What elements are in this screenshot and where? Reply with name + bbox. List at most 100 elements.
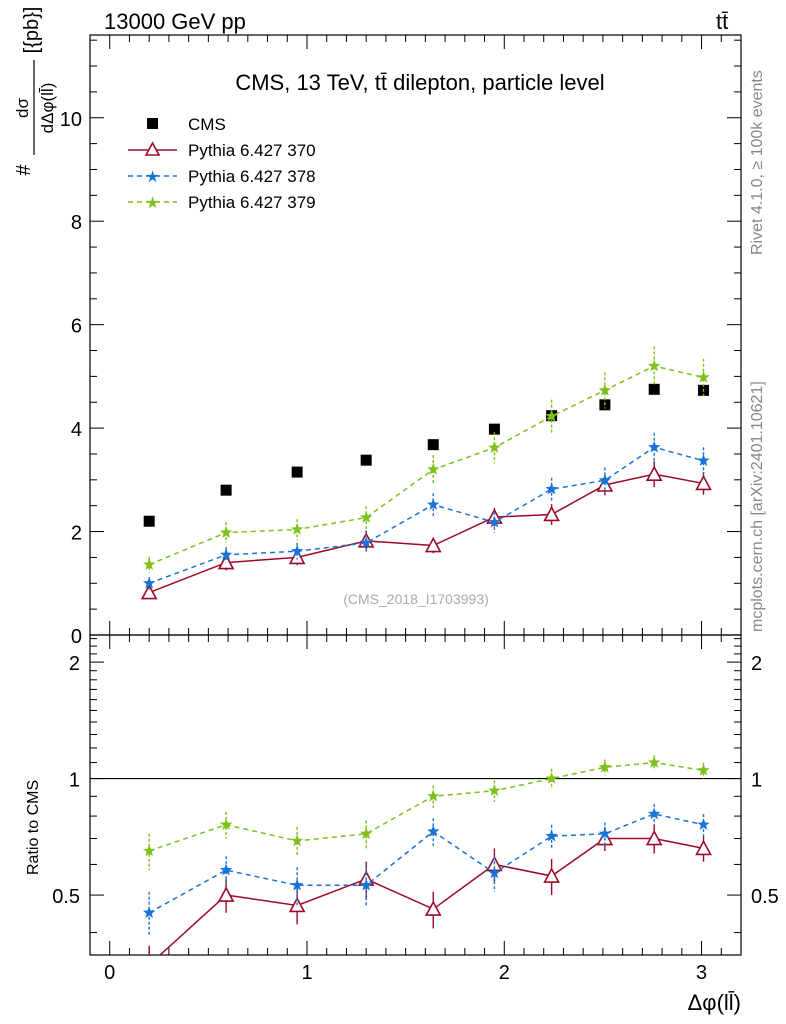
header-left: 13000 GeV pp xyxy=(104,9,246,34)
ratio-ytick-label: 0.5 xyxy=(52,886,80,908)
ratio-point-p378 xyxy=(598,827,612,840)
ratio-series-p378 xyxy=(143,803,710,937)
main-series-cms xyxy=(143,383,710,527)
main-point-p378 xyxy=(598,473,612,486)
ratio-point-p370 xyxy=(217,886,235,902)
main-point-p378 xyxy=(648,440,661,453)
ylabel-unit: [{pb}] xyxy=(21,7,43,54)
ratio-point-p370 xyxy=(543,867,560,883)
main-ytick-label: 10 xyxy=(60,109,82,131)
main-line-p379 xyxy=(148,365,704,566)
legend-entry-p378: ★ Pythia 6.427 378 xyxy=(128,167,316,186)
main-point-p379 xyxy=(598,383,612,396)
ratio-series-p370 xyxy=(148,824,712,955)
main-point-cms xyxy=(648,383,660,395)
xtick-label: 0 xyxy=(104,962,115,984)
main-point-p370 xyxy=(424,536,442,553)
ratio-point-p370 xyxy=(695,839,712,856)
ratio-line-p379 xyxy=(148,761,704,852)
ratio-series-group xyxy=(143,755,712,955)
main-point-p379 xyxy=(290,522,304,535)
legend-label-cms: CMS xyxy=(188,115,226,134)
legend-label-p370: Pythia 6.427 370 xyxy=(188,141,316,160)
main-point-p379 xyxy=(427,462,440,475)
main-ytick-label: 8 xyxy=(71,212,82,234)
main-point-p370 xyxy=(645,465,663,481)
main-series-p379 xyxy=(143,346,710,573)
ratio-point-p378 xyxy=(545,829,558,842)
ratio-point-p378 xyxy=(360,878,373,891)
main-point-p379 xyxy=(360,511,373,523)
main-series-p378 xyxy=(143,432,710,590)
ratio-point-p379 xyxy=(360,827,373,840)
header-right: tt̄ xyxy=(716,9,728,34)
main-point-cms xyxy=(360,454,372,466)
main-point-cms xyxy=(291,466,303,478)
ylabel-denominator: dΔφ(ll̄) xyxy=(38,83,57,134)
ratio-line-p378 xyxy=(148,813,704,914)
ratio-point-p379 xyxy=(219,818,233,830)
xtick-label: 1 xyxy=(301,962,312,984)
main-axis-ticks: 0 2 4 6 8 10 xyxy=(60,35,742,648)
ratio-point-p378 xyxy=(143,906,156,919)
ratio-ytick-label-right: 2 xyxy=(751,653,762,675)
legend-entry-p379: ★ Pythia 6.427 379 xyxy=(128,193,316,212)
main-point-p378 xyxy=(697,454,710,466)
ratio-ytick-label: 2 xyxy=(69,653,80,675)
ratio-point-p378 xyxy=(290,878,304,891)
main-line-p370 xyxy=(148,473,704,594)
main-ytick-label: 2 xyxy=(71,523,82,545)
legend-entry-p370: Pythia 6.427 370 xyxy=(128,141,316,160)
legend-marker-p378: ★ xyxy=(145,167,159,186)
main-point-p378 xyxy=(427,498,440,510)
main-point-p378 xyxy=(360,536,373,549)
ratio-point-p378 xyxy=(427,824,440,837)
legend-entry-cms: CMS xyxy=(147,115,226,134)
ratio-point-p379 xyxy=(427,789,440,802)
main-point-p370 xyxy=(288,548,306,565)
ratio-point-p378 xyxy=(697,818,710,830)
xtick-label: 2 xyxy=(499,962,510,984)
rivet-label: Rivet 4.1.0, ≥ 100k events xyxy=(749,70,766,255)
ratio-ytick-label-right: 1 xyxy=(751,770,762,792)
main-ytick-label: 4 xyxy=(71,419,82,441)
legend-marker-p379: ★ xyxy=(145,193,159,212)
main-point-cms xyxy=(427,439,439,451)
main-point-cms xyxy=(220,484,232,496)
ratio-point-p379 xyxy=(143,844,156,857)
analysis-watermark: (CMS_2018_I1703993) xyxy=(343,591,489,607)
ratio-point-p379 xyxy=(697,763,710,776)
ratio-point-p378 xyxy=(648,807,661,820)
main-ytick-label: 0 xyxy=(71,626,82,648)
legend-marker-cms xyxy=(147,118,158,129)
mcplots-label: mcplots.cern.ch [arXiv:2401.10621] xyxy=(749,381,766,632)
main-ylabel: # dσ dΔφ(ll̄) [{pb}] xyxy=(13,7,57,176)
main-point-p379 xyxy=(648,359,661,372)
main-point-p379 xyxy=(143,558,156,570)
main-point-p370 xyxy=(695,474,712,491)
main-point-p370 xyxy=(543,505,560,522)
ratio-point-p379 xyxy=(545,772,558,784)
ratio-point-p379 xyxy=(598,760,612,773)
main-line-p378 xyxy=(148,446,704,584)
ratio-point-p379 xyxy=(648,756,661,768)
main-point-p379 xyxy=(545,409,558,422)
x-axis-label: Δφ(ll̄) xyxy=(688,990,741,1015)
ylabel-numerator: dσ xyxy=(13,98,32,118)
legend: CMS Pythia 6.427 370 ★ Pythia 6.427 378 … xyxy=(128,115,316,212)
plot-title: CMS, 13 TeV, tt̄ dilepton, particle leve… xyxy=(235,70,604,95)
main-point-p378 xyxy=(143,576,156,589)
main-point-p370 xyxy=(140,583,158,600)
main-point-cms xyxy=(143,515,155,527)
ratio-series-p379 xyxy=(143,755,710,871)
ratio-line-p370 xyxy=(158,837,704,955)
ratio-ylabel: Ratio to CMS xyxy=(25,780,42,875)
main-point-p379 xyxy=(488,441,501,454)
legend-marker-p370 xyxy=(144,141,161,156)
legend-label-p379: Pythia 6.427 379 xyxy=(188,193,316,212)
main-point-p378 xyxy=(219,548,233,561)
main-point-p378 xyxy=(488,515,501,528)
main-point-p378 xyxy=(545,482,558,495)
ratio-ytick-label-right: 0.5 xyxy=(751,886,779,908)
